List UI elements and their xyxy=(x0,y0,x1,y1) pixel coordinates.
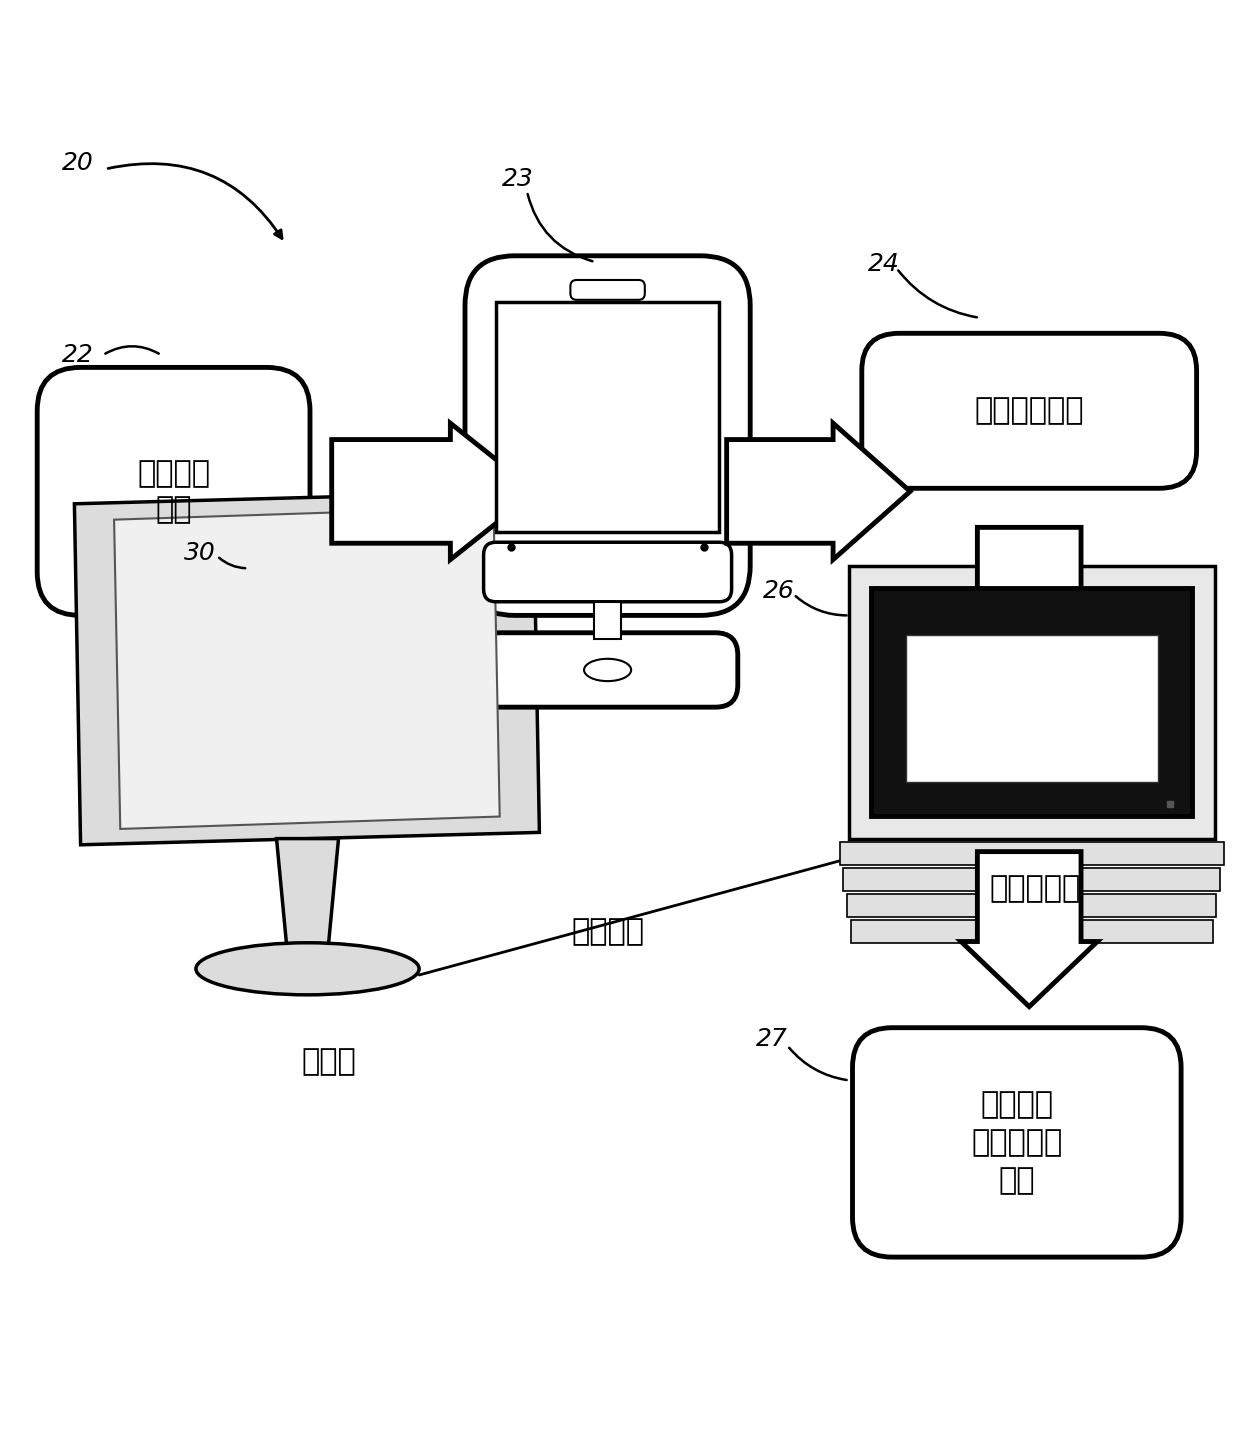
Ellipse shape xyxy=(584,659,631,680)
Text: 监视器: 监视器 xyxy=(301,1047,356,1076)
FancyBboxPatch shape xyxy=(37,368,310,615)
Bar xyxy=(594,602,621,638)
FancyBboxPatch shape xyxy=(484,542,732,602)
Bar xyxy=(847,894,1216,916)
Bar xyxy=(848,566,1214,839)
Text: 编辑套件: 编辑套件 xyxy=(572,917,644,947)
Text: 经过颜色
调解的视频
作品: 经过颜色 调解的视频 作品 xyxy=(971,1089,1063,1195)
Bar xyxy=(851,920,1213,942)
Text: 24: 24 xyxy=(868,253,900,276)
Text: 23: 23 xyxy=(502,167,534,190)
Text: 原始视频
数据: 原始视频 数据 xyxy=(138,459,210,523)
FancyBboxPatch shape xyxy=(465,256,750,615)
FancyBboxPatch shape xyxy=(853,1028,1180,1258)
Bar xyxy=(905,635,1158,782)
Ellipse shape xyxy=(196,942,419,995)
Polygon shape xyxy=(74,491,539,845)
Bar xyxy=(839,842,1224,865)
Bar xyxy=(843,868,1220,891)
FancyBboxPatch shape xyxy=(862,333,1197,489)
Text: 27: 27 xyxy=(756,1028,789,1051)
FancyBboxPatch shape xyxy=(477,632,738,707)
Polygon shape xyxy=(961,528,1097,689)
FancyBboxPatch shape xyxy=(570,281,645,300)
Polygon shape xyxy=(961,852,1097,1006)
Polygon shape xyxy=(727,423,910,560)
Text: 颜色调解站: 颜色调解站 xyxy=(990,874,1081,903)
Text: 30: 30 xyxy=(184,541,216,566)
Text: 20: 20 xyxy=(62,151,94,174)
Bar xyxy=(870,587,1193,816)
Text: 原始视频作品: 原始视频作品 xyxy=(975,397,1084,426)
Polygon shape xyxy=(277,839,339,957)
Text: 22: 22 xyxy=(62,343,94,366)
Text: 26: 26 xyxy=(763,579,795,602)
Polygon shape xyxy=(114,507,500,829)
Bar xyxy=(496,302,719,532)
Polygon shape xyxy=(331,423,536,560)
